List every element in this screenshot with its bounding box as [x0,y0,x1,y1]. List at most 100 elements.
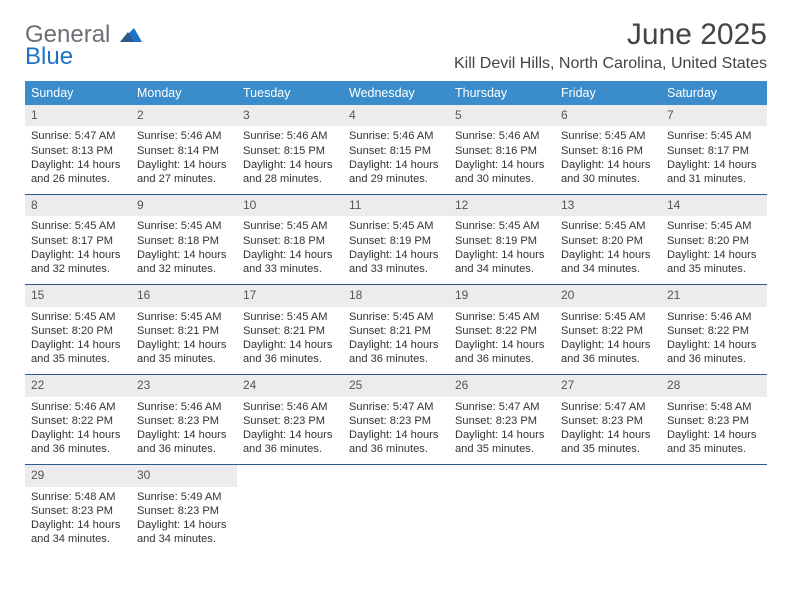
daylight-label: Daylight: [31,159,77,171]
sunrise-line: Sunrise: 5:45 AM [243,310,337,324]
sunset-value: 8:18 PM [178,235,219,247]
sunset-line: Sunset: 8:21 PM [243,324,337,338]
daylight-line: Daylight: 14 hours and 36 minutes. [31,428,125,456]
sunrise-label: Sunrise: [137,491,181,503]
sunrise-label: Sunrise: [349,401,393,413]
sunrise-value: 5:46 AM [181,130,222,142]
sunset-line: Sunset: 8:17 PM [667,144,761,158]
daylight-line: Daylight: 14 hours and 33 minutes. [243,248,337,276]
sunset-line: Sunset: 8:23 PM [349,414,443,428]
logo-mark-icon [120,26,142,42]
sunrise-line: Sunrise: 5:46 AM [455,129,549,143]
sunrise-label: Sunrise: [31,491,75,503]
day-number: 16 [131,285,237,306]
day-body: Sunrise: 5:45 AMSunset: 8:17 PMDaylight:… [25,216,131,284]
sunset-line: Sunset: 8:22 PM [31,414,125,428]
sunset-line: Sunset: 8:22 PM [455,324,549,338]
sunset-label: Sunset: [455,235,496,247]
day-cell [555,465,661,554]
sunrise-line: Sunrise: 5:46 AM [243,129,337,143]
day-body: Sunrise: 5:45 AMSunset: 8:20 PMDaylight:… [555,216,661,284]
sunset-value: 8:23 PM [178,505,219,517]
sunrise-value: 5:45 AM [711,220,752,232]
daylight-line: Daylight: 14 hours and 27 minutes. [137,158,231,186]
day-number: 19 [449,285,555,306]
sunset-value: 8:22 PM [496,325,537,337]
daylight-label: Daylight: [243,249,289,261]
daylight-line: Daylight: 14 hours and 33 minutes. [349,248,443,276]
day-cell: 16Sunrise: 5:45 AMSunset: 8:21 PMDayligh… [131,285,237,375]
daylight-label: Daylight: [31,429,77,441]
day-cell: 21Sunrise: 5:46 AMSunset: 8:22 PMDayligh… [661,285,767,375]
day-cell: 24Sunrise: 5:46 AMSunset: 8:23 PMDayligh… [237,375,343,465]
day-body: Sunrise: 5:46 AMSunset: 8:16 PMDaylight:… [449,126,555,194]
day-body: Sunrise: 5:45 AMSunset: 8:21 PMDaylight:… [131,307,237,375]
daylight-line: Daylight: 14 hours and 35 minutes. [31,338,125,366]
day-body: Sunrise: 5:45 AMSunset: 8:22 PMDaylight:… [555,307,661,375]
day-cell: 14Sunrise: 5:45 AMSunset: 8:20 PMDayligh… [661,195,767,285]
daylight-line: Daylight: 14 hours and 35 minutes. [455,428,549,456]
sunset-value: 8:16 PM [496,145,537,157]
sunrise-label: Sunrise: [455,401,499,413]
day-cell: 19Sunrise: 5:45 AMSunset: 8:22 PMDayligh… [449,285,555,375]
day-body: Sunrise: 5:47 AMSunset: 8:23 PMDaylight:… [449,397,555,465]
month-title: June 2025 [454,18,767,51]
daylight-line: Daylight: 14 hours and 31 minutes. [667,158,761,186]
daylight-line: Daylight: 14 hours and 29 minutes. [349,158,443,186]
sunrise-value: 5:46 AM [711,311,752,323]
calendar-body: 1Sunrise: 5:47 AMSunset: 8:13 PMDaylight… [25,105,767,555]
sunset-value: 8:23 PM [390,415,431,427]
daylight-line: Daylight: 14 hours and 36 minutes. [667,338,761,366]
day-cell [237,465,343,554]
sunset-value: 8:22 PM [708,325,749,337]
daylight-label: Daylight: [349,249,395,261]
day-body: Sunrise: 5:45 AMSunset: 8:17 PMDaylight:… [661,126,767,194]
sunset-value: 8:15 PM [284,145,325,157]
daylight-label: Daylight: [349,429,395,441]
sunrise-line: Sunrise: 5:45 AM [667,129,761,143]
sunrise-label: Sunrise: [667,311,711,323]
day-body: Sunrise: 5:45 AMSunset: 8:19 PMDaylight:… [343,216,449,284]
day-cell: 23Sunrise: 5:46 AMSunset: 8:23 PMDayligh… [131,375,237,465]
day-body: Sunrise: 5:45 AMSunset: 8:21 PMDaylight:… [343,307,449,375]
sunrise-value: 5:47 AM [605,401,646,413]
day-number: 21 [661,285,767,306]
week-row: 15Sunrise: 5:45 AMSunset: 8:20 PMDayligh… [25,285,767,375]
logo-text: General Blue [25,24,142,67]
sunset-label: Sunset: [137,505,178,517]
sunset-label: Sunset: [137,415,178,427]
sunrise-label: Sunrise: [455,130,499,142]
day-number: 29 [25,465,131,486]
sunset-line: Sunset: 8:15 PM [349,144,443,158]
sunrise-value: 5:48 AM [75,491,116,503]
sunrise-label: Sunrise: [561,130,605,142]
sunset-label: Sunset: [561,145,602,157]
sunrise-label: Sunrise: [243,130,287,142]
sunrise-value: 5:47 AM [393,401,434,413]
day-number: 8 [25,195,131,216]
sunrise-value: 5:46 AM [181,401,222,413]
sunrise-line: Sunrise: 5:45 AM [455,310,549,324]
sunrise-value: 5:46 AM [499,130,540,142]
sunrise-label: Sunrise: [31,311,75,323]
sunset-label: Sunset: [349,145,390,157]
sunrise-line: Sunrise: 5:48 AM [31,490,125,504]
day-cell: 6Sunrise: 5:45 AMSunset: 8:16 PMDaylight… [555,105,661,195]
daylight-line: Daylight: 14 hours and 26 minutes. [31,158,125,186]
daylight-label: Daylight: [349,339,395,351]
daylight-line: Daylight: 14 hours and 34 minutes. [137,518,231,546]
sunset-line: Sunset: 8:15 PM [243,144,337,158]
sunset-line: Sunset: 8:23 PM [667,414,761,428]
day-body: Sunrise: 5:45 AMSunset: 8:22 PMDaylight:… [449,307,555,375]
daylight-line: Daylight: 14 hours and 36 minutes. [349,338,443,366]
sunrise-value: 5:45 AM [499,311,540,323]
sunrise-line: Sunrise: 5:45 AM [349,219,443,233]
day-cell: 2Sunrise: 5:46 AMSunset: 8:14 PMDaylight… [131,105,237,195]
sunrise-value: 5:47 AM [75,130,116,142]
day-number: 18 [343,285,449,306]
dayname-friday: Friday [555,81,661,105]
sunrise-label: Sunrise: [667,220,711,232]
daylight-line: Daylight: 14 hours and 28 minutes. [243,158,337,186]
dayname-tuesday: Tuesday [237,81,343,105]
day-number: 24 [237,375,343,396]
